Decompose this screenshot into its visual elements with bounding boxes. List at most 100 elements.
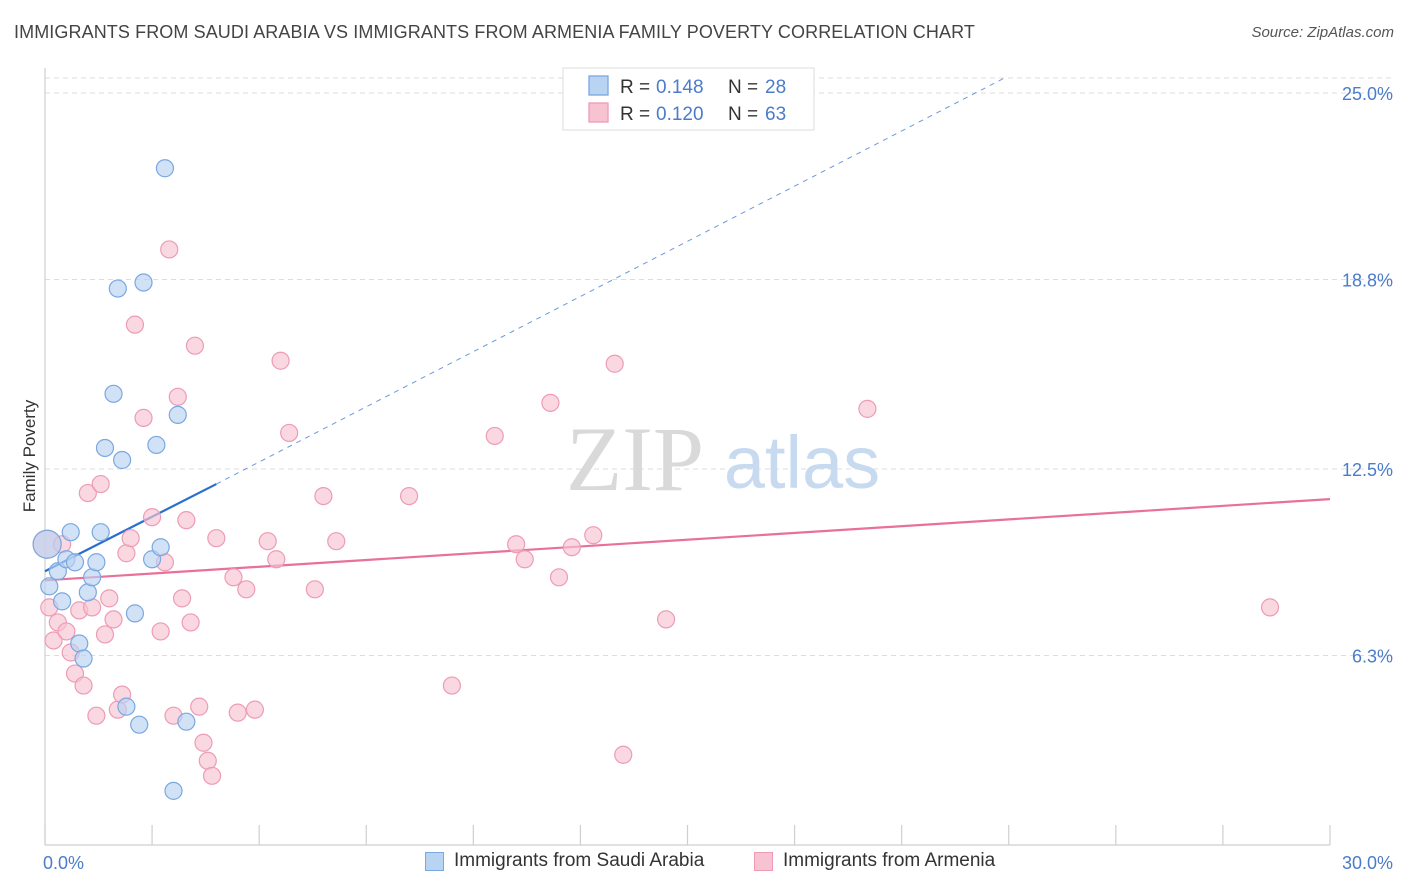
point-saudi-arabia xyxy=(155,159,175,178)
legend-swatch xyxy=(588,102,609,123)
point-saudi-arabia xyxy=(91,523,110,542)
point-saudi-arabia xyxy=(40,577,59,596)
point-saudi-arabia xyxy=(104,384,123,403)
legend-r-label: R = xyxy=(620,104,650,125)
point-armenia xyxy=(185,336,205,355)
point-armenia xyxy=(78,483,97,503)
point-armenia xyxy=(198,751,217,770)
y-tick-label: 18.8% xyxy=(1342,271,1393,291)
axis-ticks: 25.0% 18.8% 12.5% 6.3% 0.0% 30.0% xyxy=(43,84,1393,873)
point-armenia xyxy=(117,544,136,563)
point-armenia xyxy=(202,766,222,785)
point-armenia xyxy=(280,423,299,443)
y-tick-label: 25.0% xyxy=(1342,84,1393,104)
point-saudi-arabia xyxy=(95,438,115,458)
point-armenia xyxy=(267,550,286,569)
legend-r-value: 0.120 xyxy=(656,104,704,125)
point-armenia xyxy=(104,610,123,629)
point-armenia xyxy=(100,589,119,608)
x-tick-label: 0.0% xyxy=(43,853,84,873)
point-armenia xyxy=(91,474,110,494)
point-saudi-arabia xyxy=(147,435,166,455)
point-armenia xyxy=(314,486,333,506)
point-armenia xyxy=(194,733,213,752)
point-armenia xyxy=(177,511,196,530)
legend-swatch-blue xyxy=(425,851,444,871)
point-armenia xyxy=(142,508,162,527)
point-saudi-arabia xyxy=(168,405,187,424)
legend-r-value: 0.148 xyxy=(656,77,704,98)
point-saudi-arabia xyxy=(117,697,136,716)
point-armenia xyxy=(245,700,264,719)
point-armenia xyxy=(125,315,145,334)
point-armenia xyxy=(656,610,676,629)
point-armenia xyxy=(87,706,106,725)
watermark-atlas: atlas xyxy=(724,421,880,504)
point-saudi-arabia xyxy=(70,634,89,653)
chart-title: IMMIGRANTS FROM SAUDI ARABIA VS IMMIGRAN… xyxy=(14,22,975,42)
point-armenia xyxy=(614,745,633,764)
x-tick-label: 30.0% xyxy=(1342,853,1393,873)
point-armenia xyxy=(562,538,581,557)
point-armenia xyxy=(541,393,560,412)
point-armenia xyxy=(172,589,192,608)
legend-n-value: 28 xyxy=(765,77,786,98)
point-armenia xyxy=(584,526,603,545)
point-saudi-arabia xyxy=(87,553,106,572)
point-armenia xyxy=(1260,598,1280,617)
point-armenia xyxy=(83,598,102,617)
legend-swatch-pink xyxy=(754,851,773,871)
y-tick-label: 12.5% xyxy=(1342,460,1393,480)
point-saudi-arabia xyxy=(61,523,80,542)
point-armenia xyxy=(160,240,179,259)
point-armenia xyxy=(44,631,63,650)
axes xyxy=(44,68,1331,846)
point-saudi-arabia xyxy=(164,781,183,800)
point-saudi-arabia xyxy=(74,649,93,668)
point-saudi-arabia xyxy=(32,529,62,559)
point-saudi-arabia xyxy=(83,568,102,587)
point-armenia xyxy=(605,354,624,373)
point-armenia xyxy=(190,697,209,716)
trend-line-saudi-arabia-extension xyxy=(216,77,1005,485)
legend-box: R = 0.148 N = 28 R = 0.120 N = 63 xyxy=(562,67,815,131)
point-armenia xyxy=(228,703,247,722)
point-armenia xyxy=(271,351,290,370)
point-armenia xyxy=(95,625,115,644)
point-saudi-arabia xyxy=(134,273,153,292)
watermark-zip: ZIP xyxy=(566,408,704,510)
point-armenia xyxy=(858,399,877,418)
legend-n-label: N = xyxy=(728,77,758,98)
point-armenia xyxy=(224,568,243,587)
point-saudi-arabia xyxy=(65,553,85,572)
point-saudi-arabia xyxy=(151,538,170,557)
legend-r-label: R = xyxy=(620,77,650,98)
point-armenia xyxy=(207,529,226,548)
legend-item-saudi-arabia[interactable]: Immigrants from Saudi Arabia xyxy=(425,850,704,872)
point-armenia xyxy=(134,408,153,427)
bottom-legend: Immigrants from Saudi Arabia Immigrants … xyxy=(0,850,1406,880)
legend-label-armenia: Immigrants from Armenia xyxy=(783,850,996,871)
point-armenia xyxy=(507,535,526,554)
point-armenia xyxy=(57,622,76,641)
point-armenia xyxy=(515,550,534,569)
legend-n-label: N = xyxy=(728,104,758,125)
point-saudi-arabia xyxy=(112,450,132,470)
legend-n-value: 63 xyxy=(765,104,786,125)
y-tick-label: 6.3% xyxy=(1352,647,1393,667)
point-armenia xyxy=(258,532,277,551)
point-armenia xyxy=(485,426,504,446)
point-armenia xyxy=(181,613,200,632)
source-credit: Source: ZipAtlas.com xyxy=(1251,24,1394,41)
point-saudi-arabia xyxy=(130,715,149,734)
point-armenia xyxy=(305,580,324,599)
point-saudi-arabia xyxy=(108,279,127,298)
point-armenia xyxy=(168,387,187,406)
point-armenia xyxy=(327,532,346,551)
trend-line-armenia xyxy=(44,498,1331,582)
legend-swatch xyxy=(588,75,609,96)
point-saudi-arabia xyxy=(78,583,97,602)
point-armenia xyxy=(399,486,419,506)
legend-item-armenia[interactable]: Immigrants from Armenia xyxy=(754,850,995,872)
